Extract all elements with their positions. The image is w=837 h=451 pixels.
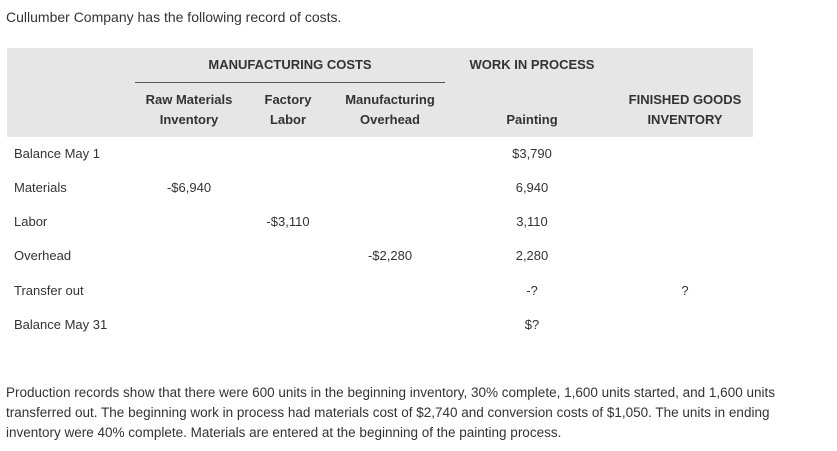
column-header-raw-materials: Raw Materials Inventory: [145, 92, 233, 127]
cell-raw-materials-materials: -$6,940: [166, 180, 212, 195]
column-header-factory-labor: Factory Labor: [264, 92, 312, 127]
column-header-finished-goods: FINISHED GOODS INVENTORY: [628, 92, 742, 127]
manufacturing-costs-heading: MANUFACTURING COSTS: [208, 57, 372, 72]
cell-finished-goods-transfer-out: ?: [681, 283, 689, 298]
manufacturing-costs-underline: [135, 82, 445, 83]
row-label-balance-may-1: Balance May 1: [14, 146, 100, 161]
cell-painting-transfer-out: -?: [526, 283, 538, 298]
production-records-text: Production records show that there were …: [6, 385, 775, 440]
cell-factory-labor-labor: -$3,110: [266, 214, 310, 229]
row-label-materials: Materials: [14, 180, 67, 195]
row-label-transfer-out: Transfer out: [14, 283, 84, 298]
work-in-process-heading: WORK IN PROCESS: [469, 57, 595, 72]
row-label-balance-may-31: Balance May 31: [14, 317, 108, 332]
cell-painting-labor: 3,110: [516, 214, 548, 229]
cell-painting-balance-may-1: $3,790: [512, 146, 552, 161]
cell-overhead-overhead: -$2,280: [367, 248, 413, 263]
cell-painting-materials: 6,940: [515, 180, 549, 195]
row-label-labor: Labor: [14, 214, 48, 229]
cell-painting-overhead: 2,280: [515, 248, 549, 263]
table-header-background: [7, 48, 753, 137]
column-header-painting: Painting: [506, 112, 558, 127]
row-label-overhead: Overhead: [14, 248, 72, 263]
column-header-manufacturing-overhead: Manufacturing Overhead: [345, 92, 435, 127]
cell-painting-balance-may-31: $?: [524, 317, 540, 332]
intro-text: Cullumber Company has the following reco…: [6, 9, 342, 25]
